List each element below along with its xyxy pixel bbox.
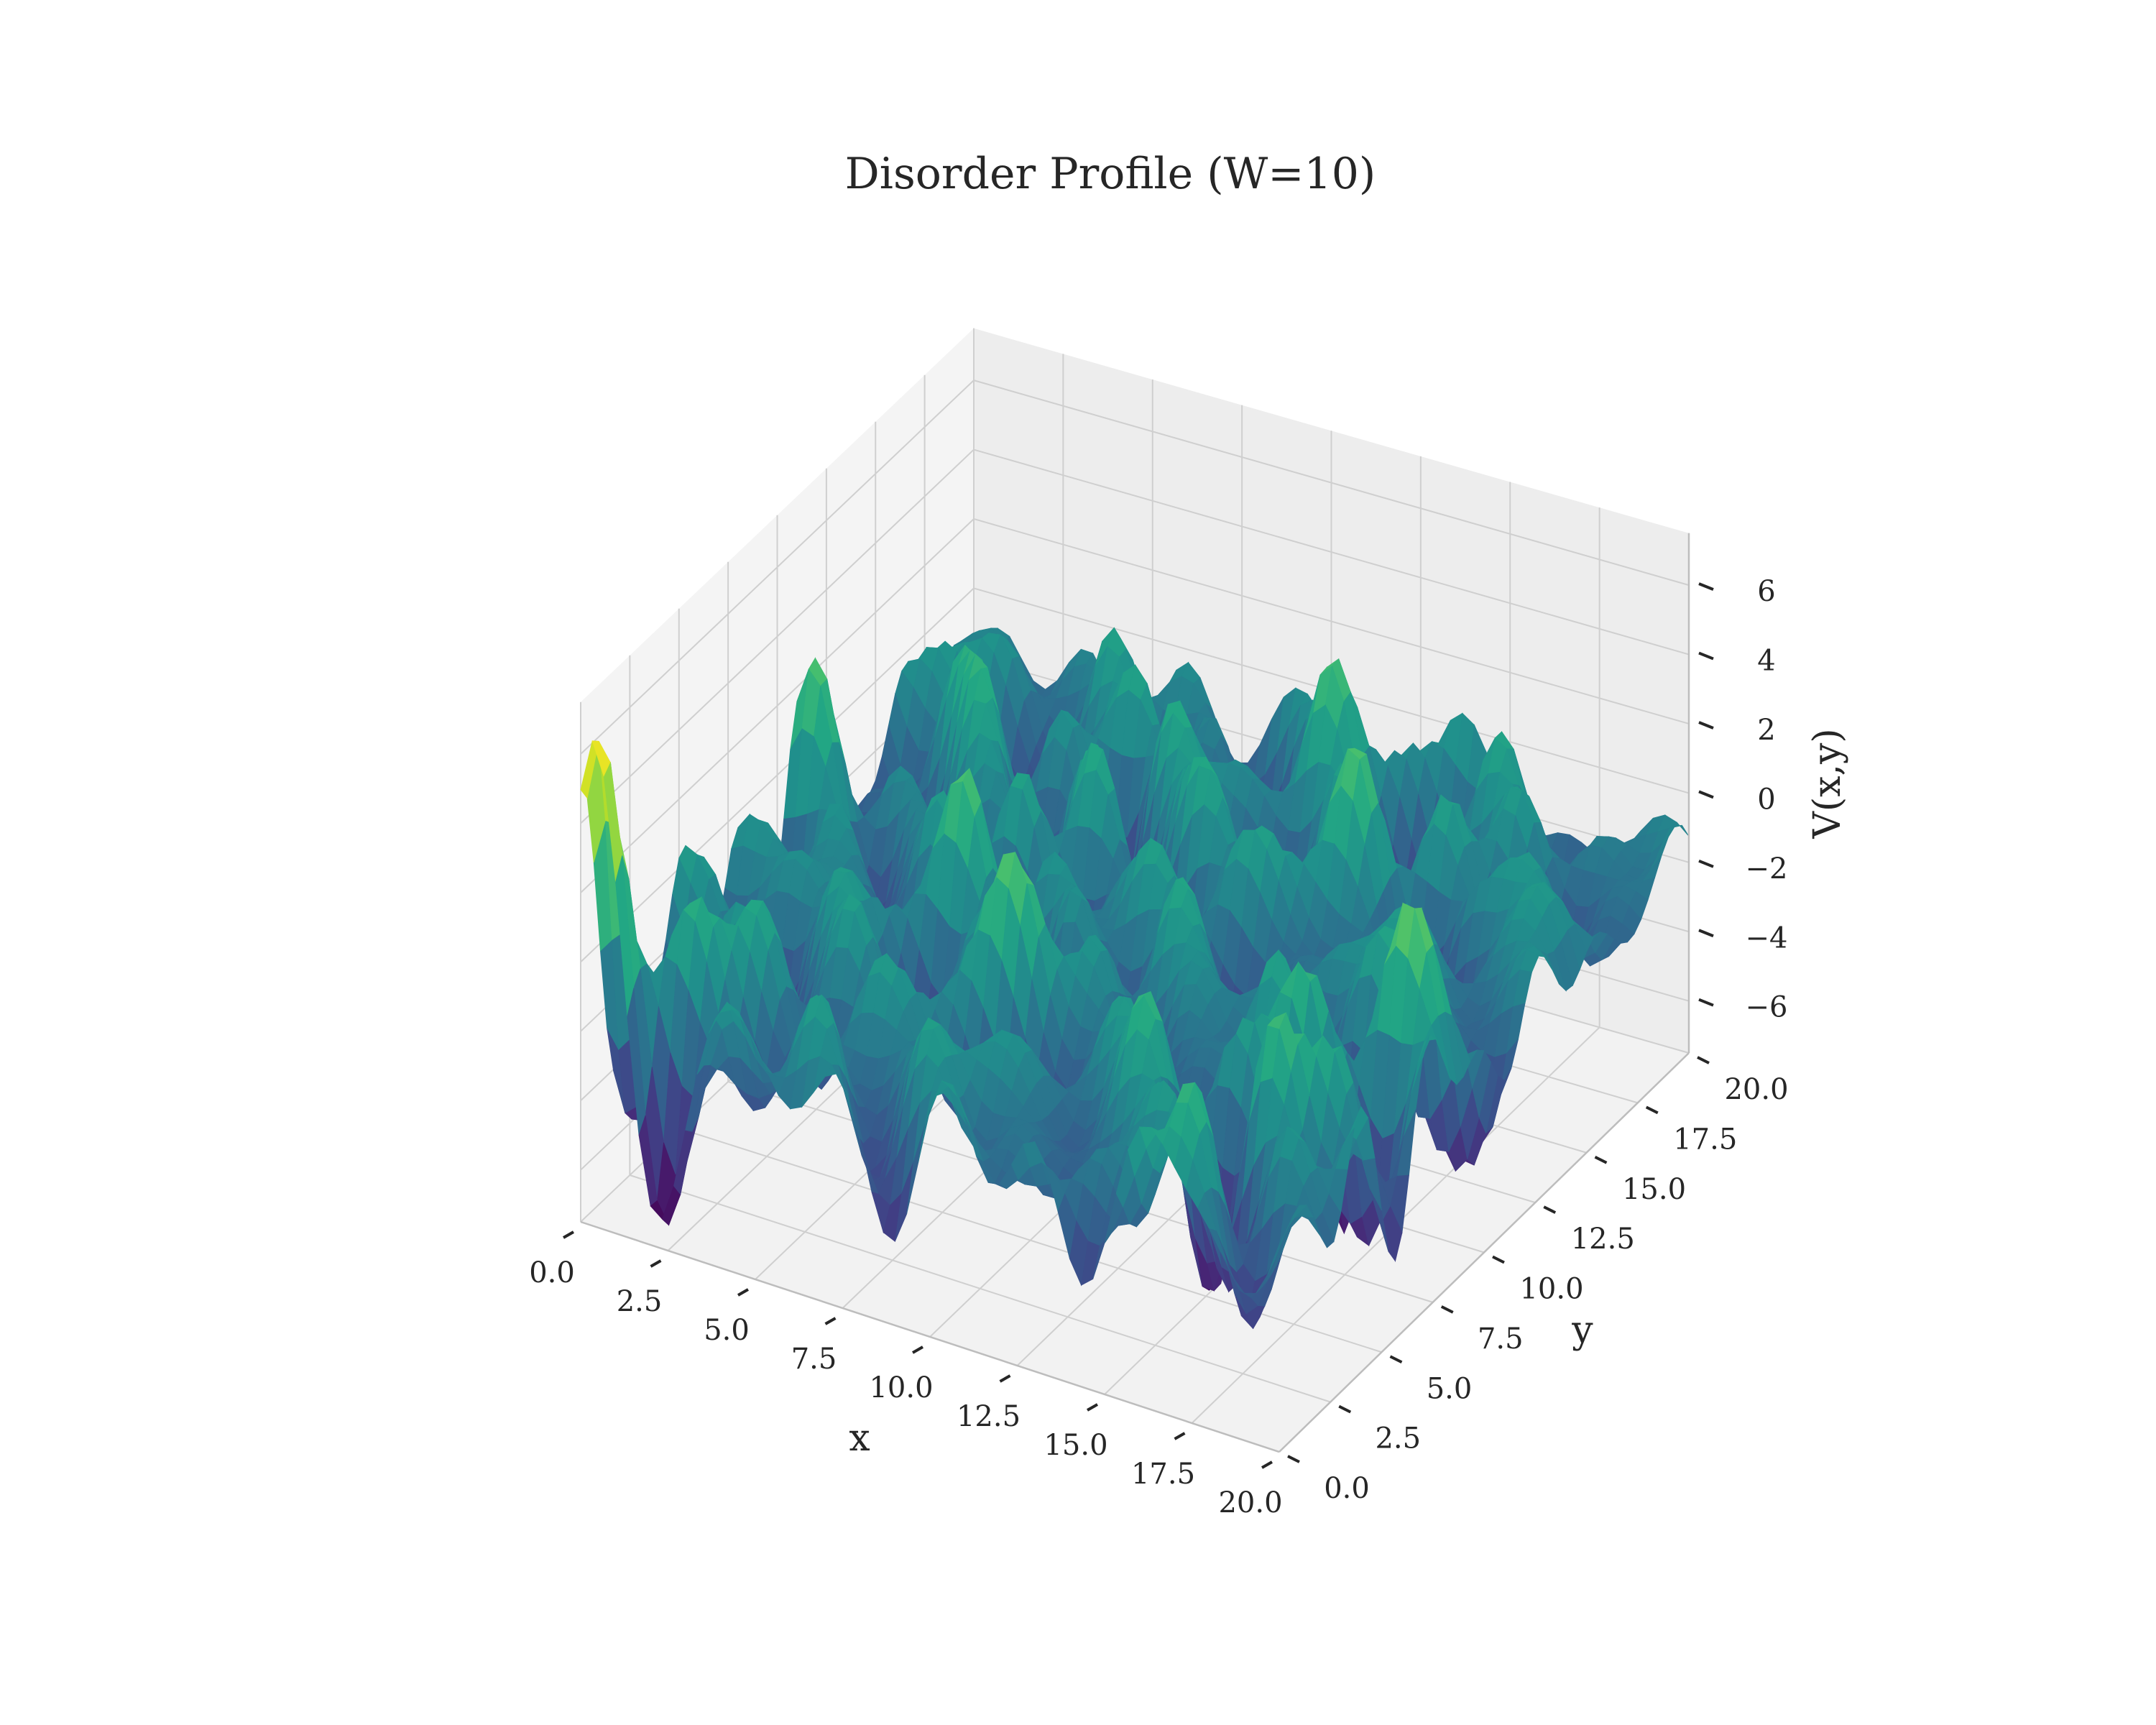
y-tick-label: 10.0 [1519, 1273, 1583, 1306]
y-tick-label: 7.5 [1478, 1322, 1524, 1356]
x-tick-mark [824, 1317, 837, 1325]
z-axis-label: V(x,y) [1806, 728, 1849, 839]
x-tick-mark [1087, 1403, 1098, 1412]
y-tick-mark [1697, 1056, 1710, 1064]
x-tick-mark [650, 1259, 662, 1268]
y-tick-mark [1440, 1305, 1454, 1314]
z-tick-label: −4 [1746, 921, 1788, 954]
y-axis-line [1279, 1052, 1690, 1453]
axis-lines [580, 533, 1690, 1453]
z-tick-label: 6 [1757, 575, 1775, 608]
z-tick-mark [1698, 721, 1714, 730]
y-tick-mark [1543, 1205, 1557, 1214]
y-tick-label: 20.0 [1724, 1073, 1788, 1106]
x-tick-mark [912, 1346, 923, 1354]
x-tick-label: 10.0 [869, 1371, 933, 1404]
x-tick-label: 5.0 [704, 1314, 750, 1347]
x-axis-ticks: 0.0 2.5 5.0 7.5 10.0 12.5 15.0 17.5 20.0 [529, 1230, 1283, 1519]
z-tick-mark [1698, 998, 1714, 1007]
grid-line [973, 448, 1690, 656]
y-tick-mark [1287, 1455, 1300, 1463]
x-tick-label: 20.0 [1218, 1486, 1282, 1519]
grid-line [580, 380, 975, 755]
y-tick-mark [1338, 1404, 1352, 1414]
x-tick-mark [563, 1230, 574, 1239]
y-axis-ticks: 0.02.55.07.5 10.0 12.5 15.0 17.5 20.0 [1287, 1056, 1789, 1505]
x-tick-mark [1174, 1432, 1186, 1440]
grid-line [973, 518, 1690, 724]
y-tick-mark [1389, 1355, 1403, 1364]
z-tick-mark [1698, 859, 1714, 868]
grid-line [580, 518, 975, 893]
y-axis-label: y [1571, 1309, 1593, 1352]
y-tick-label: 15.0 [1622, 1173, 1686, 1206]
surface-plot [580, 627, 1690, 1330]
x-tick-mark [737, 1288, 749, 1297]
z-tick-label: 2 [1757, 714, 1775, 747]
z-tick-label: 0 [1757, 783, 1775, 816]
grid-line [580, 587, 975, 963]
z-tick-label: −6 [1746, 991, 1788, 1024]
x-tick-label: 17.5 [1131, 1458, 1195, 1491]
y-tick-mark [1645, 1105, 1659, 1115]
z-tick-mark [1698, 651, 1714, 661]
y-tick-label: 17.5 [1673, 1123, 1737, 1156]
x-tick-label: 0.0 [529, 1256, 575, 1289]
x-tick-mark [1261, 1460, 1273, 1469]
x-tick-mark [999, 1374, 1011, 1383]
grid-line [973, 380, 1690, 586]
z-tick-mark [1698, 929, 1714, 938]
x-tick-label: 2.5 [617, 1285, 663, 1318]
x-tick-label: 7.5 [791, 1343, 837, 1376]
x-tick-label: 12.5 [957, 1400, 1021, 1433]
y-tick-mark [1594, 1155, 1608, 1164]
y-tick-label: 2.5 [1375, 1422, 1421, 1455]
surface-facet [1267, 1230, 1286, 1275]
y-tick-label: 12.5 [1571, 1223, 1635, 1256]
y-tick-label: 0.0 [1324, 1472, 1370, 1505]
z-tick-label: 4 [1757, 645, 1775, 678]
chart-title: Disorder Profile (W=10) [845, 149, 1376, 199]
y-tick-mark [1492, 1255, 1505, 1264]
grid-line [580, 448, 975, 824]
z-tick-mark [1698, 582, 1714, 591]
x-axis-label: x [849, 1417, 870, 1460]
y-tick-label: 5.0 [1427, 1372, 1473, 1405]
z-tick-label: −2 [1746, 852, 1788, 886]
x-tick-label: 15.0 [1044, 1429, 1107, 1462]
x-axis-line [580, 1220, 1280, 1453]
z-tick-mark [1698, 790, 1714, 799]
z-axis-ticks: −6 −4 −2 0 2 4 6 [1698, 575, 1788, 1024]
